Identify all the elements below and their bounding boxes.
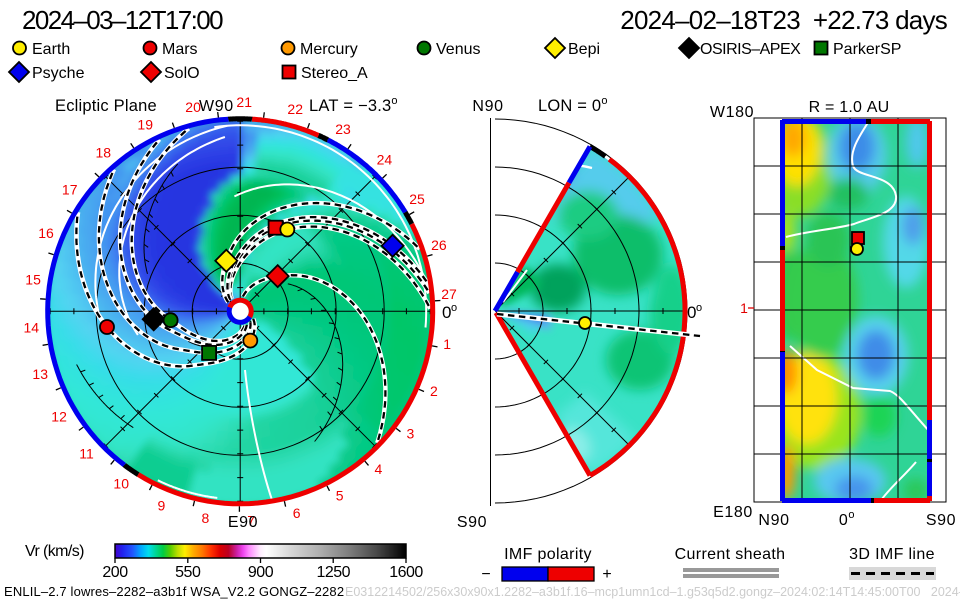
svg-text:S90: S90 [926,512,956,529]
svg-text:9: 9 [158,497,166,513]
svg-text:Venus: Venus [436,41,480,58]
svg-text:550: 550 [175,564,201,581]
svg-text:Stereo_A: Stereo_A [301,65,368,82]
svg-text:IMF polarity: IMF polarity [504,546,592,563]
svg-text:Vr (km/s): Vr (km/s) [25,543,84,560]
svg-text:14: 14 [24,319,40,335]
svg-text:24: 24 [377,151,393,167]
svg-text:+: + [602,566,611,583]
svg-text:4: 4 [375,461,383,477]
svg-text:16: 16 [38,225,54,241]
svg-text:N90: N90 [758,512,789,529]
svg-text:R = 1.0 AU: R = 1.0 AU [809,99,890,116]
svg-text:11: 11 [79,446,94,462]
svg-text:ParkerSP: ParkerSP [833,41,901,58]
svg-text:1: 1 [740,300,748,316]
svg-text:25: 25 [409,191,425,207]
svg-text:12: 12 [51,409,67,425]
svg-text:3D IMF line: 3D IMF line [849,546,935,563]
svg-text:3: 3 [407,425,415,441]
svg-text:N90: N90 [472,98,503,115]
svg-text:E90: E90 [228,514,258,531]
svg-text:8: 8 [202,510,210,526]
svg-text:Mars: Mars [162,41,198,58]
svg-text:2024–03–12T17:00: 2024–03–12T17:00 [22,5,223,35]
svg-text:1: 1 [443,336,451,352]
svg-text:23: 23 [335,121,351,137]
svg-text:2024–02–18T23 +22.73 days: 2024–02–18T23 +22.73 days [620,5,947,35]
svg-text:5: 5 [336,488,344,504]
svg-text:SolO: SolO [164,65,200,82]
svg-text:Current sheath: Current sheath [675,546,786,563]
svg-text:LAT = −3.3o: LAT = −3.3o [309,95,398,115]
svg-text:ENLIL–2.7 lowres–2282–a3b1f WS: ENLIL–2.7 lowres–2282–a3b1f WSA_V2.2 GON… [4,584,344,599]
svg-text:19: 19 [137,117,153,133]
svg-text:−: − [481,566,490,583]
svg-text:15: 15 [25,272,41,288]
svg-text:Bepi: Bepi [568,41,600,58]
svg-text:7: 7 [247,513,255,529]
svg-text:W90: W90 [199,98,234,115]
svg-text:10: 10 [113,476,129,492]
svg-text:OSIRIS–APEX: OSIRIS–APEX [700,41,801,58]
svg-text:S90: S90 [457,514,487,531]
svg-text:2: 2 [430,383,438,399]
svg-text:900: 900 [248,564,274,581]
svg-text:27: 27 [441,286,457,302]
svg-text:E0312214502/256x30x90x1.2282–a: E0312214502/256x30x90x1.2282–a3b1f.16–mc… [345,585,960,599]
svg-text:1600: 1600 [389,564,423,581]
svg-text:Mercury: Mercury [300,41,358,58]
svg-text:20: 20 [185,99,201,115]
svg-text:26: 26 [431,237,447,253]
svg-text:E180: E180 [713,504,753,521]
svg-text:W180: W180 [710,104,754,121]
svg-text:22: 22 [287,101,303,117]
svg-text:21: 21 [236,94,252,110]
svg-text:Psyche: Psyche [32,65,85,82]
svg-text:200: 200 [102,564,128,581]
svg-text:17: 17 [62,182,78,198]
svg-text:18: 18 [96,145,112,161]
svg-text:LON = 0o: LON = 0o [538,95,608,115]
svg-text:1250: 1250 [316,564,350,581]
svg-text:Earth: Earth [32,41,70,58]
svg-text:13: 13 [32,366,48,382]
svg-text:Ecliptic Plane: Ecliptic Plane [55,97,157,115]
svg-text:6: 6 [293,505,301,521]
